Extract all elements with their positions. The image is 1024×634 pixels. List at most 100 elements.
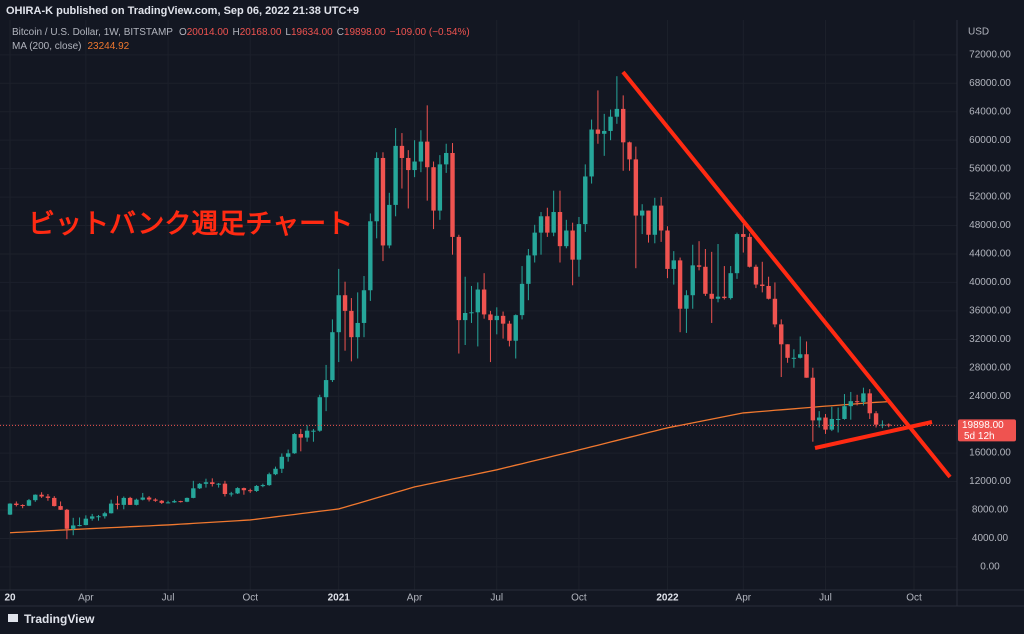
candle-body: [102, 513, 108, 517]
candle-body: [77, 525, 82, 527]
candle-body: [368, 221, 373, 291]
candle-body: [835, 418, 841, 420]
candle-body: [633, 159, 639, 216]
candle-body: [848, 401, 853, 407]
ma-name: MA (200, close): [12, 41, 81, 52]
candle-body: [140, 497, 145, 500]
y-tick-label: 68000.00: [969, 78, 1011, 89]
candle-body: [519, 283, 525, 316]
candle-body: [861, 393, 866, 402]
y-tick-label: 72000.00: [969, 49, 1011, 60]
footer-logo: [8, 614, 18, 622]
candle-body: [658, 205, 664, 231]
ohlc-value: 20014.00: [187, 27, 229, 38]
candle-body: [526, 255, 531, 284]
candle-body: [380, 157, 386, 246]
candle-body: [867, 393, 872, 414]
candle-body: [7, 503, 13, 515]
candle-body: [115, 503, 120, 505]
candle-body: [475, 289, 481, 313]
candle-body: [159, 500, 164, 503]
y-tick-label: 12000.00: [969, 476, 1011, 487]
candle-body: [462, 313, 468, 321]
currency: USD: [968, 27, 989, 38]
x-tick-label: 20: [4, 593, 16, 604]
countdown: 5d 12h: [964, 431, 995, 442]
candle-body: [153, 499, 158, 501]
candle-body: [279, 456, 285, 469]
candle-body: [557, 212, 563, 247]
x-tick-label: Jul: [490, 593, 503, 604]
candle-body: [127, 497, 133, 505]
candle-body: [248, 490, 253, 492]
candle-body: [39, 494, 44, 497]
x-tick-label: Apr: [78, 593, 94, 604]
candle-body: [494, 315, 499, 321]
candle-body: [374, 157, 379, 222]
candle-body: [614, 108, 620, 117]
candle-body: [20, 505, 25, 507]
candle-body: [14, 503, 19, 506]
ohlc-key: C: [337, 27, 344, 38]
candle-body: [229, 493, 234, 495]
y-tick-label: 44000.00: [969, 249, 1011, 260]
candle-body: [361, 290, 367, 323]
x-tick-label: 2021: [328, 593, 351, 604]
candle-body: [191, 488, 196, 498]
x-tick-label: Oct: [906, 593, 922, 604]
y-tick-label: 64000.00: [969, 106, 1011, 117]
candle-body: [418, 141, 424, 162]
candle-body: [602, 130, 607, 134]
x-tick-label: Apr: [407, 593, 423, 604]
candle-body: [696, 265, 702, 267]
annotation: ビットバンク週足チャート: [28, 209, 353, 239]
candle-body: [488, 314, 493, 321]
candle-body: [500, 315, 506, 324]
candle-body: [235, 488, 240, 494]
candle-body: [507, 323, 512, 341]
candle-body: [854, 401, 860, 403]
price-tag: [958, 419, 1016, 442]
y-tick-label: 0.00: [980, 562, 1000, 573]
candle-body: [178, 501, 183, 503]
y-tick-label: 52000.00: [969, 192, 1011, 203]
candle-body: [690, 265, 695, 296]
legend-line: Bitcoin / U.S. Dollar, 1W, BITSTAMP O2001…: [12, 27, 470, 38]
candle-body: [304, 430, 310, 438]
candle-body: [273, 468, 278, 475]
candle-body: [311, 430, 316, 432]
candle-body: [589, 129, 594, 177]
candle-body: [298, 434, 303, 438]
candle-body: [709, 293, 714, 299]
candle-body: [399, 145, 405, 158]
ohlc-value: 19898.00: [344, 27, 386, 38]
candle-body: [785, 344, 790, 358]
candle-body: [747, 236, 752, 267]
candle-body: [608, 116, 613, 131]
candle-body: [241, 488, 247, 491]
candle-body: [842, 406, 847, 419]
trend-line: [814, 420, 933, 450]
candle-body: [481, 289, 487, 315]
change: −109.00 (−0.54%): [390, 27, 470, 38]
candle-body: [165, 502, 171, 504]
candle-body: [172, 501, 177, 503]
candle-body: [197, 483, 202, 489]
candle-body: [456, 236, 462, 321]
candle-body: [816, 417, 822, 421]
y-tick-label: 32000.00: [969, 334, 1011, 345]
ohlc-key: L: [285, 27, 291, 38]
candle-body: [823, 417, 828, 430]
candle-body: [532, 232, 537, 256]
x-tick-label: Jul: [819, 593, 832, 604]
candle-body: [45, 496, 51, 498]
y-tick-label: 24000.00: [969, 391, 1011, 402]
candle-body: [627, 142, 632, 160]
candle-body: [330, 332, 335, 381]
candle-body: [639, 210, 645, 216]
candle-body: [292, 434, 297, 454]
trend-line: [621, 70, 952, 479]
ma-value: 23244.92: [87, 41, 129, 52]
candle-body: [703, 266, 708, 294]
candle-body: [753, 266, 759, 285]
